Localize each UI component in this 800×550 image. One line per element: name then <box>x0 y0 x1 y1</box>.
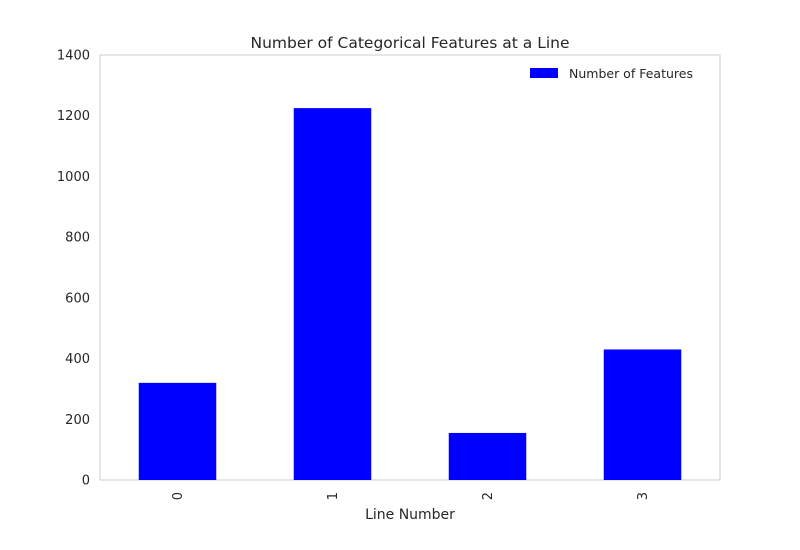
x-tick-label: 2 <box>481 492 496 500</box>
bar-1 <box>293 108 372 480</box>
y-tick-label: 400 <box>65 352 90 367</box>
legend-swatch <box>530 68 558 78</box>
x-tick-label: 3 <box>636 492 651 500</box>
bars-group <box>138 108 682 480</box>
y-axis-ticks: 0 200 400 600 800 1000 1200 1400 <box>57 49 90 489</box>
chart-title: Number of Categorical Features at a Line <box>250 34 569 52</box>
x-axis-label: Line Number <box>365 507 455 523</box>
y-tick-label: 1200 <box>57 109 90 124</box>
bar-3 <box>603 349 682 480</box>
y-tick-label: 0 <box>82 474 90 489</box>
y-tick-label: 1000 <box>57 170 90 185</box>
x-tick-label: 0 <box>171 492 186 500</box>
legend-label: Number of Features <box>569 66 693 81</box>
legend: Number of Features <box>530 66 693 81</box>
y-tick-label: 800 <box>65 231 90 246</box>
x-tick-label: 1 <box>326 492 341 500</box>
bar-0 <box>138 382 217 480</box>
bar-2 <box>448 432 527 480</box>
y-tick-label: 600 <box>65 291 90 306</box>
y-tick-label: 200 <box>65 413 90 428</box>
y-tick-label: 1400 <box>57 49 90 64</box>
x-axis-ticks: 0 1 2 3 <box>171 492 651 500</box>
